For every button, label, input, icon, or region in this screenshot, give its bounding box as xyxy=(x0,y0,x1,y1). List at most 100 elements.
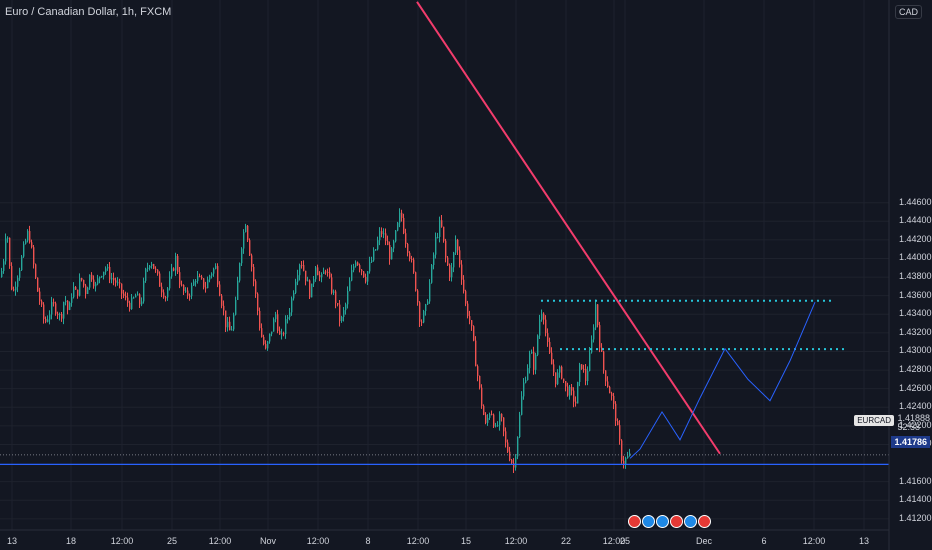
candle-body xyxy=(415,272,417,291)
candle-body xyxy=(405,233,407,244)
candle-body xyxy=(149,265,151,268)
candle-body xyxy=(513,463,515,468)
candle-body xyxy=(505,431,507,443)
candle-body xyxy=(81,278,83,280)
candle-body xyxy=(591,339,593,353)
candle-body xyxy=(13,289,15,291)
candle-body xyxy=(489,413,491,418)
candle-body xyxy=(15,286,17,291)
candle-body xyxy=(291,298,293,313)
candle-body xyxy=(561,366,563,379)
economic-events[interactable] xyxy=(628,515,711,528)
candle-body xyxy=(11,266,13,290)
event-flag-icon[interactable] xyxy=(642,515,655,528)
event-flag-icon[interactable] xyxy=(670,515,683,528)
candle-body xyxy=(327,271,329,273)
candle-body xyxy=(383,233,385,235)
candle-body xyxy=(209,275,211,280)
candle-body xyxy=(89,274,91,288)
candle-body xyxy=(553,364,555,373)
candle-body xyxy=(285,319,287,335)
candle-body xyxy=(143,280,145,302)
candle-body xyxy=(41,301,43,305)
drawings[interactable] xyxy=(0,1,889,465)
candle-body xyxy=(273,319,275,332)
candle-body xyxy=(477,366,479,376)
candle-body xyxy=(175,255,177,271)
candle-body xyxy=(19,270,21,278)
grid xyxy=(0,0,889,530)
candle-body xyxy=(373,250,375,261)
candle-body xyxy=(137,294,139,296)
candle-body xyxy=(231,329,233,331)
price-tick-label: 1.42600 xyxy=(899,382,932,393)
event-flag-icon[interactable] xyxy=(656,515,669,528)
candle-body xyxy=(21,256,23,271)
candle-body xyxy=(95,283,97,287)
candle-body xyxy=(351,270,353,281)
candle-body xyxy=(131,297,133,310)
candle-body xyxy=(33,247,35,265)
candle-body xyxy=(191,285,193,297)
candle-body xyxy=(517,437,519,457)
candle-body xyxy=(507,442,509,452)
candle-body xyxy=(275,314,277,320)
candle-body xyxy=(243,232,245,249)
candle-body xyxy=(407,243,409,253)
candle-body xyxy=(237,280,239,300)
candle-body xyxy=(309,280,311,298)
candle-body xyxy=(443,226,445,241)
currency-badge[interactable]: CAD xyxy=(894,5,922,19)
candle-body xyxy=(69,302,71,310)
candle-body xyxy=(369,262,371,272)
price-tick-label: 1.43000 xyxy=(899,345,932,356)
candle-body xyxy=(341,316,343,321)
candle-body xyxy=(37,277,39,292)
candle-body xyxy=(79,278,81,296)
candle-body xyxy=(185,290,187,292)
candle-body xyxy=(189,295,191,297)
time-tick-label: 18 xyxy=(65,536,77,546)
time-tick-label: 12:00 xyxy=(802,536,826,546)
event-flag-icon[interactable] xyxy=(698,515,711,528)
time-tick-label: 12:00 xyxy=(602,536,626,546)
time-tick-label: 12:00 xyxy=(406,536,430,546)
candle-body xyxy=(117,282,119,284)
candle-body xyxy=(27,231,29,241)
event-flag-icon[interactable] xyxy=(628,515,641,528)
candle-body xyxy=(375,249,377,251)
price-tick-label: 1.41200 xyxy=(899,512,932,523)
candle-body xyxy=(7,237,9,239)
candle-body xyxy=(541,313,543,320)
candle-body xyxy=(45,318,47,322)
candle-body xyxy=(569,387,571,396)
candle-body xyxy=(463,279,465,292)
candle-body xyxy=(3,261,5,271)
candle-body xyxy=(261,328,263,338)
candle-body xyxy=(335,291,337,304)
price-tick-label: 1.43400 xyxy=(899,308,932,319)
candle-body xyxy=(487,417,489,423)
candle-body xyxy=(23,243,25,257)
time-tick-label: 12:00 xyxy=(504,536,528,546)
candle-body xyxy=(447,257,449,266)
candle-body xyxy=(457,239,459,251)
candle-body xyxy=(319,275,321,278)
candle-body xyxy=(495,425,497,427)
candle-body xyxy=(203,278,205,288)
candle-body xyxy=(531,351,533,354)
event-flag-icon[interactable] xyxy=(684,515,697,528)
candle-body xyxy=(379,231,381,241)
trendline xyxy=(416,1,721,455)
candle-body xyxy=(303,265,305,271)
candle-body xyxy=(549,341,551,353)
candle-body xyxy=(397,222,399,231)
candle-body xyxy=(271,331,273,334)
candle-body xyxy=(613,395,615,404)
candle-body xyxy=(367,271,369,282)
candle-body xyxy=(551,352,553,365)
time-tick-label: 13 xyxy=(6,536,18,546)
candle-body xyxy=(539,319,541,336)
candle-body xyxy=(35,264,37,278)
